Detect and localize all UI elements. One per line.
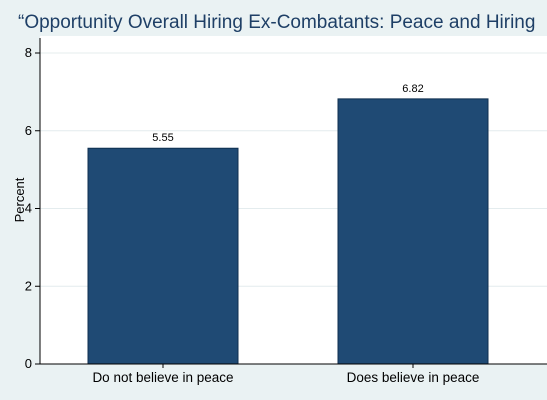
y-tick-label: 2 (25, 278, 32, 293)
chart-title: “Opportunity Overall Hiring Ex-Combatant… (18, 12, 535, 33)
bars (87, 98, 489, 365)
bar-value-label: 5.55 (152, 132, 173, 144)
y-tick-label: 4 (25, 201, 32, 216)
bar (337, 98, 489, 365)
y-tick-label: 8 (25, 45, 32, 60)
axes (39, 38, 547, 365)
bar-value-label: 6.82 (402, 83, 423, 95)
y-tick-label: 6 (25, 123, 32, 138)
y-axis-label: Percent (12, 177, 27, 222)
x-tick-labels: Do not believe in peace Does believe in p… (92, 364, 479, 385)
y-ticks: 0 2 4 6 8 (25, 45, 40, 371)
bar (87, 147, 239, 365)
x-tick-label: Does believe in peace (347, 370, 480, 385)
data-labels: 5.55 6.82 (152, 83, 423, 144)
y-tick-label: 0 (25, 356, 32, 371)
x-tick-label: Do not believe in peace (92, 370, 233, 385)
